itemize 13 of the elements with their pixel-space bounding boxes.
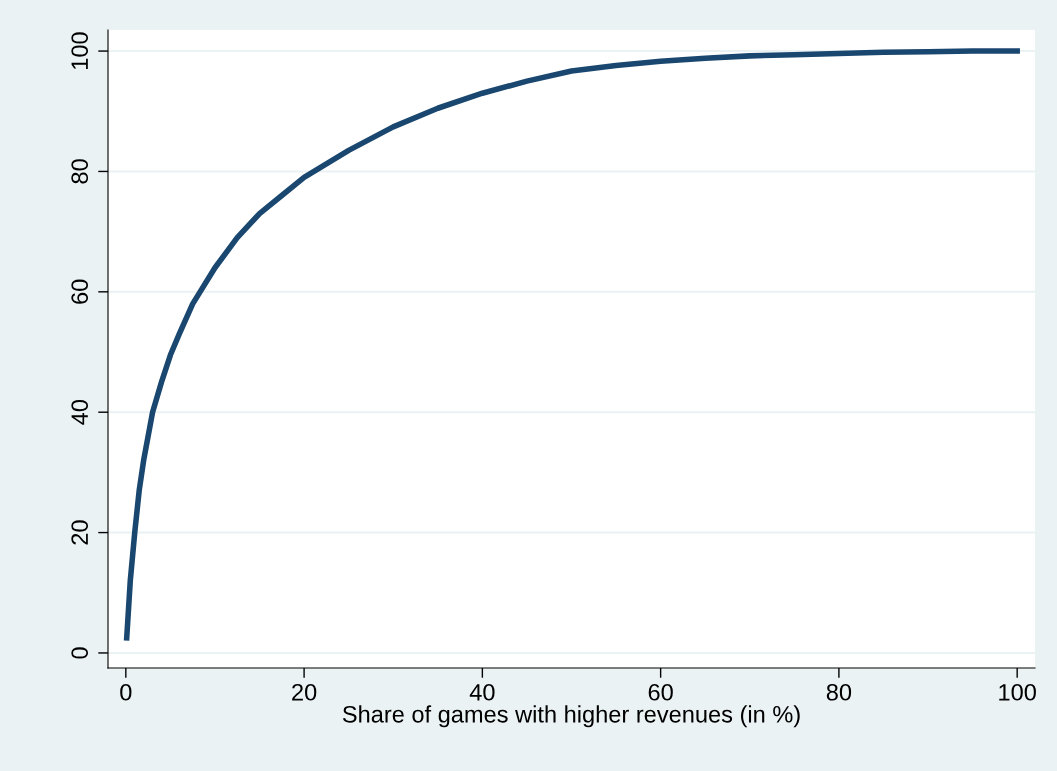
x-tick-label: 100 — [999, 683, 1036, 701]
y-tick-label: 0 — [71, 647, 89, 659]
x-axis-title: Share of games with higher revenues (in %) — [342, 705, 800, 728]
y-tick-label: 20 — [71, 520, 89, 545]
y-tick-label: 100 — [71, 32, 89, 69]
x-tick-label: 60 — [648, 683, 673, 701]
x-tick-label: 40 — [469, 683, 495, 701]
x-tick-label: 80 — [826, 683, 852, 701]
y-tick-label: 60 — [71, 279, 89, 304]
x-tick-label: 0 — [120, 683, 132, 701]
y-tick-label: 80 — [71, 159, 89, 184]
y-tick-label: 40 — [71, 399, 89, 425]
x-tick-label: 20 — [292, 683, 317, 701]
